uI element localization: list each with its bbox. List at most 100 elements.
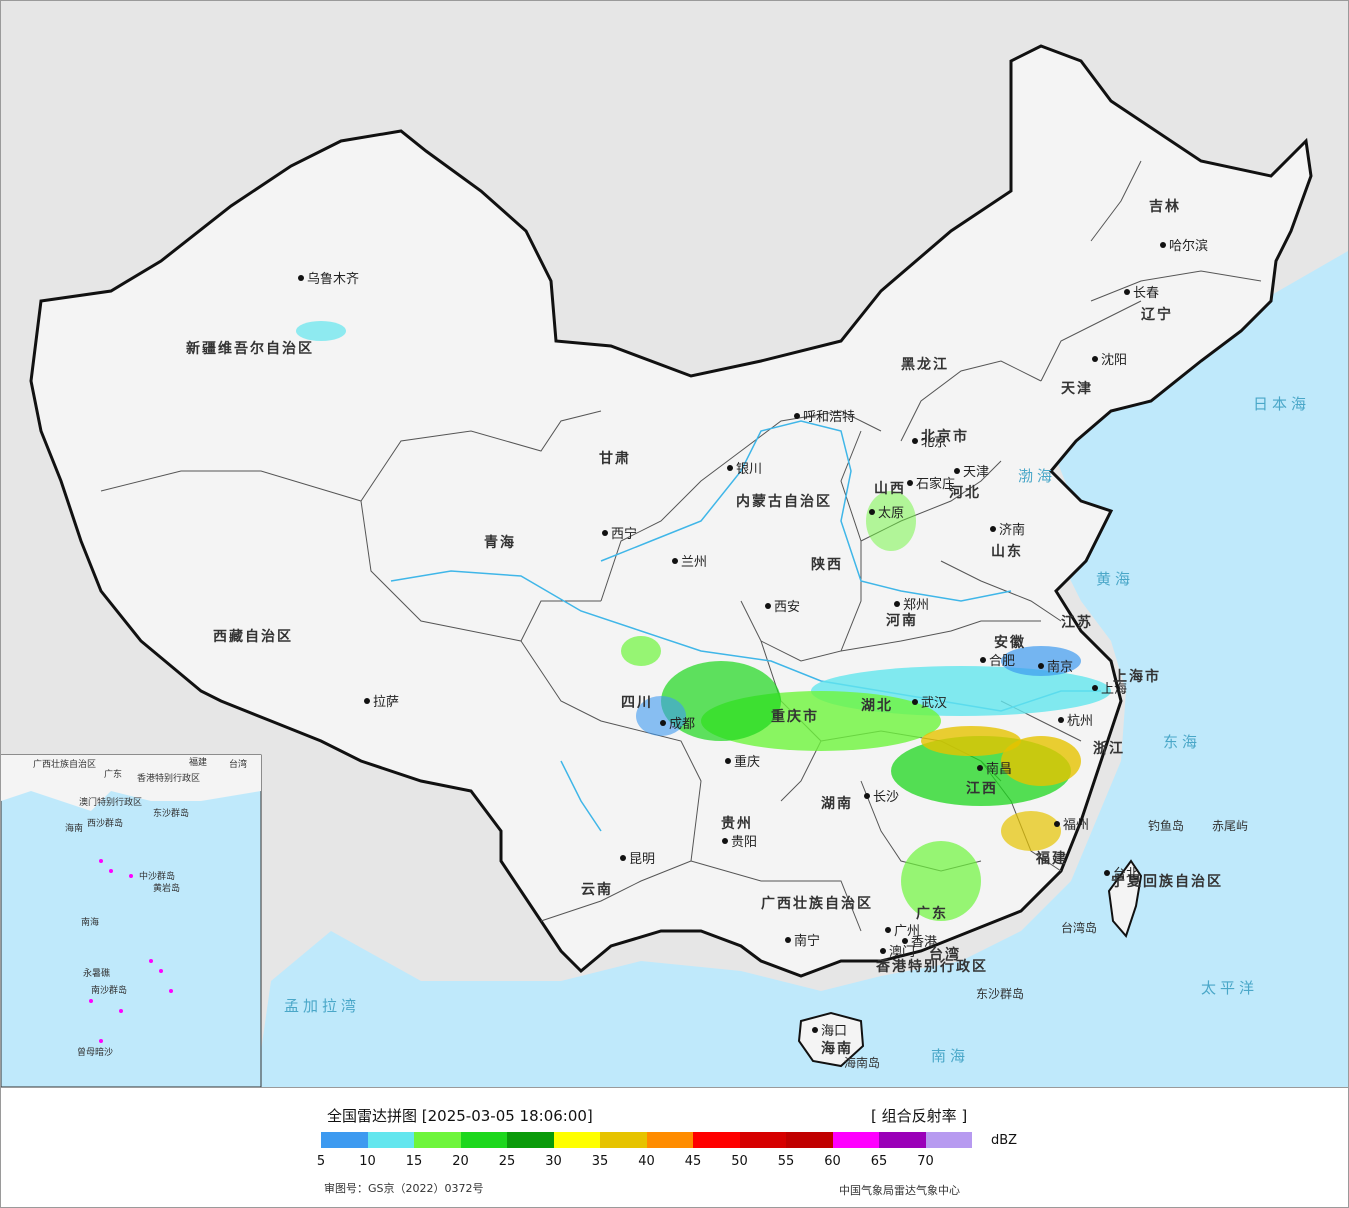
scale-swatch	[925, 1132, 972, 1148]
inset-label: 广西壮族自治区	[33, 758, 96, 770]
city-label: 海口	[821, 1024, 847, 1039]
taiwan-island	[1107, 859, 1143, 938]
scale-swatch	[646, 1132, 693, 1148]
province-label: 河北	[949, 484, 981, 501]
scale-swatch	[367, 1132, 414, 1148]
inset-label: 东沙群岛	[153, 807, 189, 819]
city-label: 长沙	[873, 790, 899, 805]
inset-label: 澳门特别行政区	[79, 796, 142, 808]
province-label: 贵州	[721, 815, 753, 832]
sea-label: 孟加拉湾	[284, 997, 360, 1015]
island-label: 台湾岛	[1061, 920, 1097, 935]
province-label: 宁夏回族自治区	[1111, 873, 1223, 890]
map-panel: 新疆维吾尔自治区 西藏自治区 青海 甘肃 四川 云南 贵州 重庆市 陕西 山西 河南 湖北 湖南 广西壮族…	[0, 0, 1349, 1088]
province-label: 内蒙古自治区	[736, 493, 832, 510]
province-label: 上海市	[1113, 668, 1161, 685]
scale-swatch	[321, 1132, 368, 1148]
province-label: 吉林	[1149, 198, 1181, 215]
island-label: 东沙群岛	[976, 986, 1024, 1001]
legend-unit: dBZ	[991, 1133, 1018, 1148]
city-label: 银川	[736, 462, 762, 477]
province-label: 青海	[484, 534, 516, 551]
legend-panel: 全国雷达拼图 [2025-03-05 18:06:00] [ 组合反射率 ] 5…	[0, 1088, 1349, 1208]
province-label: 江西	[966, 780, 998, 797]
city-label: 乌鲁木齐	[307, 271, 359, 287]
city-marker	[672, 558, 678, 564]
city-label: 兰州	[681, 555, 707, 570]
scale-swatch	[553, 1132, 600, 1148]
city-marker	[864, 793, 870, 799]
province-label: 云南	[581, 881, 613, 898]
city-label: 合肥	[989, 654, 1015, 669]
inset-label: 福建	[189, 756, 207, 768]
province-label: 新疆维吾尔自治区	[186, 340, 314, 357]
city-marker	[364, 698, 370, 704]
scale-tick-label: 25	[498, 1154, 516, 1169]
city-label: 南京	[1047, 659, 1073, 675]
province-label: 香港特别行政区	[875, 958, 988, 975]
city-marker	[602, 530, 608, 536]
city-marker	[1092, 685, 1098, 691]
city-label: 成都	[669, 717, 695, 732]
province-label: 海南	[821, 1040, 853, 1057]
city-label: 太原	[878, 506, 904, 521]
city-marker	[660, 720, 666, 726]
scale-swatch	[693, 1132, 740, 1148]
scale-tick-label: 50	[731, 1154, 748, 1169]
province-label: 河南	[886, 612, 918, 629]
province-label: 黑龙江	[901, 356, 949, 373]
city-marker	[1054, 821, 1060, 827]
city-marker	[869, 509, 875, 515]
province-boundaries	[100, 160, 1262, 932]
city-label: 南昌	[986, 761, 1012, 777]
inset-label: 永暑礁	[83, 967, 110, 979]
city-marker	[885, 927, 891, 933]
city-label: 杭州	[1067, 714, 1093, 729]
scale-tick-label: 30	[545, 1154, 562, 1169]
inset-label: 曾母暗沙	[77, 1046, 113, 1058]
province-label: 湖北	[861, 698, 893, 714]
province-label: 湖南	[821, 795, 853, 812]
city-label: 济南	[999, 522, 1025, 538]
province-label: 北京市	[921, 428, 969, 445]
map-labels: 新疆维吾尔自治区西藏自治区青海甘肃四川云南贵州重庆市陕西山西河南湖北湖南广西壮族…	[33, 198, 1306, 1070]
inset-label: 南沙群岛	[91, 984, 127, 996]
province-label: 福建	[1035, 850, 1068, 867]
hainan-island	[797, 1011, 865, 1068]
city-label: 福州	[1063, 818, 1089, 833]
city-marker	[785, 937, 791, 943]
city-marker	[912, 699, 918, 705]
city-marker	[954, 468, 960, 474]
legend-title: 全国雷达拼图 [2025-03-05 18:06:00]	[327, 1107, 593, 1125]
city-label: 北京	[921, 435, 947, 450]
city-marker	[907, 480, 913, 486]
city-marker	[298, 275, 304, 281]
scale-tick-label: 60	[824, 1154, 841, 1169]
city-marker	[725, 758, 731, 764]
city-marker	[894, 601, 900, 607]
inset-label: 黄岩岛	[153, 882, 180, 894]
island-label: 海南岛	[844, 1055, 880, 1070]
scale-swatch	[460, 1132, 507, 1148]
south-sea-inset	[1, 754, 262, 1087]
inset-label: 中沙群岛	[139, 870, 175, 882]
province-label: 广西壮族自治区	[761, 895, 873, 912]
island-label: 钓鱼岛	[1148, 818, 1184, 833]
scale-tick-label: 40	[638, 1154, 655, 1169]
city-label: 拉萨	[373, 695, 399, 710]
province-label: 辽宁	[1141, 306, 1173, 323]
province-label: 广东	[916, 905, 948, 922]
city-marker	[980, 657, 986, 663]
city-label: 上海	[1101, 682, 1127, 697]
scale-swatch	[600, 1132, 647, 1148]
city-marker	[880, 948, 886, 954]
city-label: 昆明	[629, 852, 655, 867]
scale-tick-label: 20	[452, 1154, 469, 1169]
radar-echoes	[296, 321, 1111, 921]
sea-label: 渤海	[1018, 467, 1056, 485]
city-label: 重庆	[734, 754, 760, 770]
inset-label: 西沙群岛	[87, 817, 123, 829]
sea-label: 太平洋	[1201, 979, 1258, 997]
color-scale-ticks: 5 10 15 20 25 30 35 40 45 50 55 60 65 70	[317, 1154, 972, 1172]
